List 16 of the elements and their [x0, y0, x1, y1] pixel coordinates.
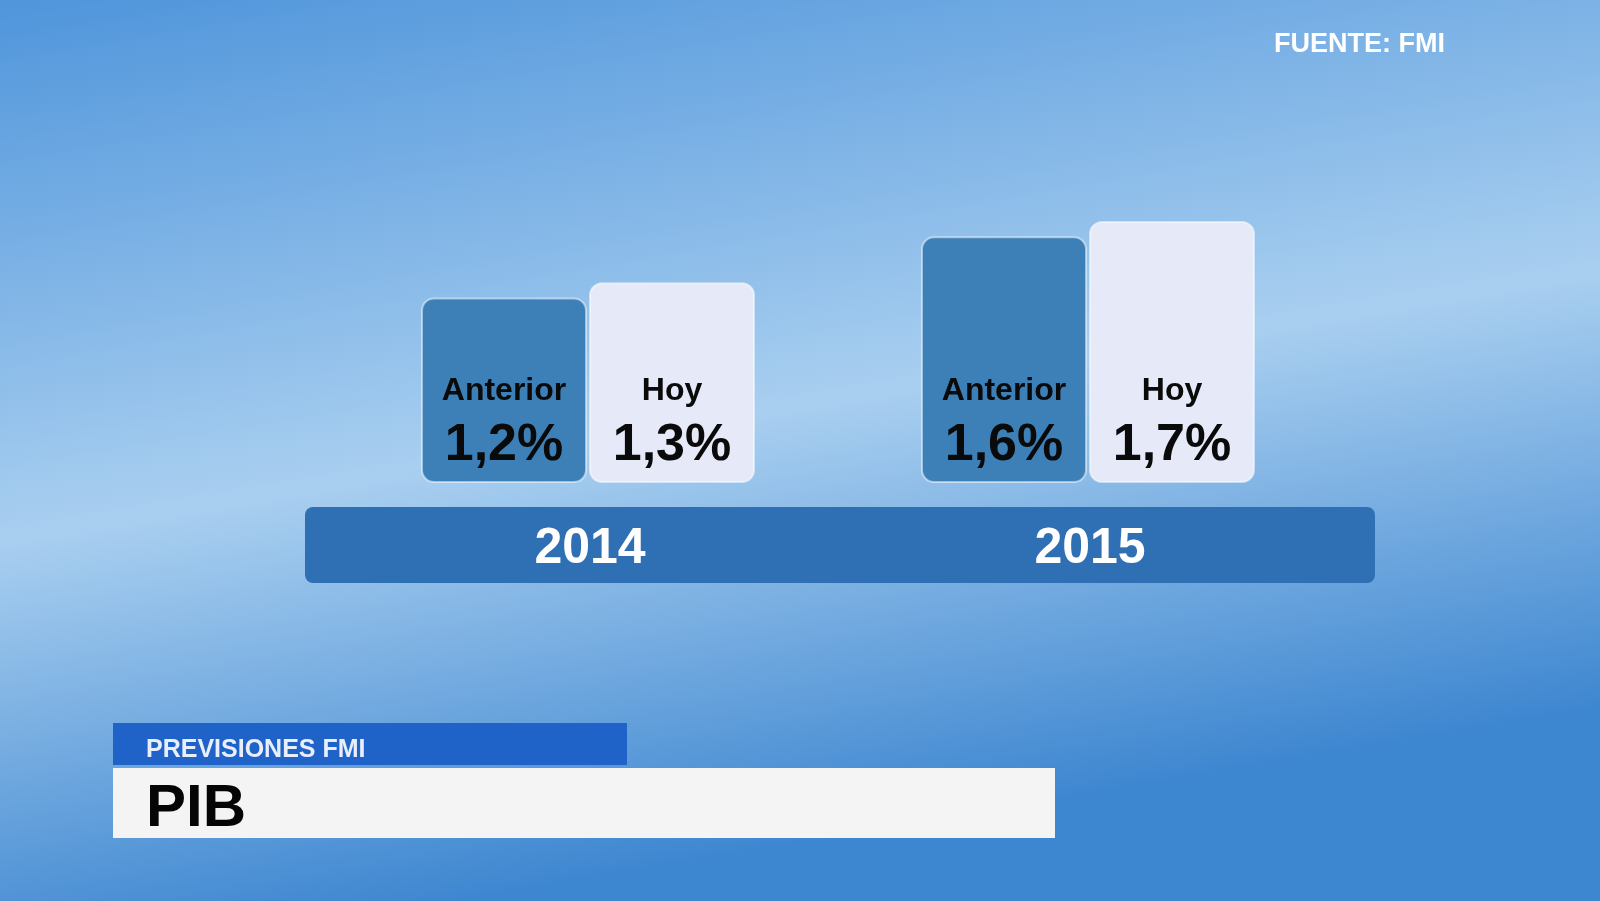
data-label: 1,6%	[944, 413, 1064, 471]
data-label: 1,7%	[1112, 413, 1232, 471]
bar	[589, 282, 755, 483]
text: Hoy	[1141, 371, 1203, 407]
text: PREVISIONES FMI	[146, 734, 366, 762]
series-label: Anterior	[441, 371, 567, 407]
bar	[1089, 221, 1255, 483]
data-label: 1,2%	[444, 413, 564, 471]
source-note: FUENTE: FMI	[1274, 28, 1445, 58]
data-label: 1,3%	[612, 413, 732, 471]
bar	[921, 236, 1087, 483]
series-label: Hoy	[641, 371, 703, 407]
x-tick-label: 2014	[534, 518, 646, 574]
text: PIB	[146, 772, 247, 839]
text: Anterior	[941, 371, 1067, 407]
x-tick-label: 2015	[1034, 518, 1146, 574]
